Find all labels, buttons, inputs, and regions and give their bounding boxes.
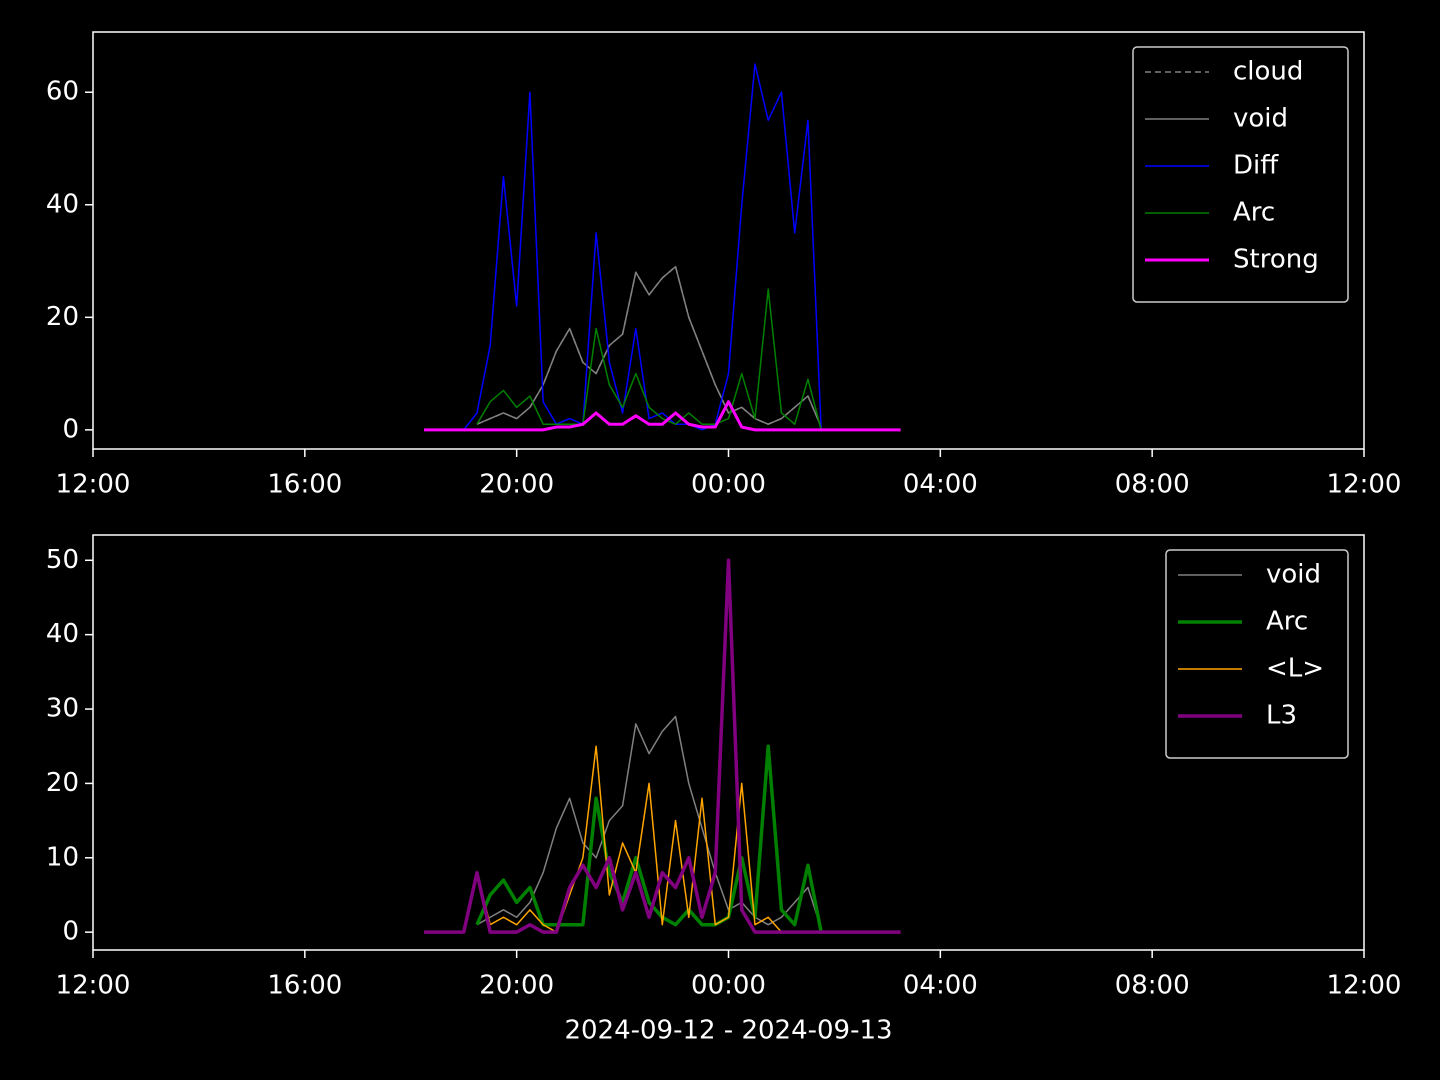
x-tick-label: 20:00: [479, 971, 554, 1001]
x-axis-label: 2024-09-12 - 2024-09-13: [564, 1016, 892, 1046]
y-tick-label: 0: [62, 414, 79, 444]
x-tick-label: 00:00: [691, 470, 766, 500]
series-line: [463, 63, 822, 431]
x-tick-label: 04:00: [903, 971, 978, 1001]
series-line: [475, 744, 823, 933]
y-tick-label: 0: [62, 917, 79, 947]
series-line: [476, 265, 822, 428]
y-tick-label: 20: [46, 302, 79, 332]
legend-label: <L>: [1266, 654, 1324, 684]
series-line: [476, 288, 822, 431]
y-tick-label: 40: [46, 619, 79, 649]
y-tick-label: 40: [46, 189, 79, 219]
series-line: [423, 400, 901, 432]
x-tick-label: 16:00: [267, 971, 342, 1001]
series-line: [423, 558, 901, 934]
y-tick-label: 30: [46, 694, 79, 724]
y-tick-label: 10: [46, 842, 79, 872]
x-tick-label: 12:00: [56, 971, 131, 1001]
legend-box: [1132, 46, 1349, 303]
legend-label: void: [1233, 104, 1288, 134]
x-tick-label: 12:00: [1327, 971, 1402, 1001]
axes-frame: [92, 31, 1365, 450]
legend-label: Arc: [1233, 198, 1275, 228]
legend-label: void: [1266, 560, 1321, 590]
legend-label: Strong: [1233, 245, 1319, 275]
x-tick-label: 12:00: [1327, 470, 1402, 500]
series-line: [476, 265, 822, 428]
axes-frame: [92, 534, 1365, 951]
series-line: [476, 715, 822, 929]
y-tick-label: 20: [46, 768, 79, 798]
legend-label: Arc: [1266, 607, 1308, 637]
x-tick-label: 08:00: [1115, 971, 1190, 1001]
legend-box: [1165, 549, 1349, 759]
legend-label: Diff: [1233, 151, 1279, 181]
x-tick-label: 20:00: [479, 470, 554, 500]
x-tick-label: 04:00: [903, 470, 978, 500]
y-tick-label: 60: [46, 77, 79, 107]
legend-label: L3: [1266, 701, 1297, 731]
x-tick-label: 16:00: [267, 470, 342, 500]
x-tick-label: 00:00: [691, 971, 766, 1001]
y-tick-label: 50: [46, 545, 79, 575]
legend-label: cloud: [1233, 57, 1303, 87]
x-tick-label: 08:00: [1115, 470, 1190, 500]
x-tick-label: 12:00: [56, 470, 131, 500]
